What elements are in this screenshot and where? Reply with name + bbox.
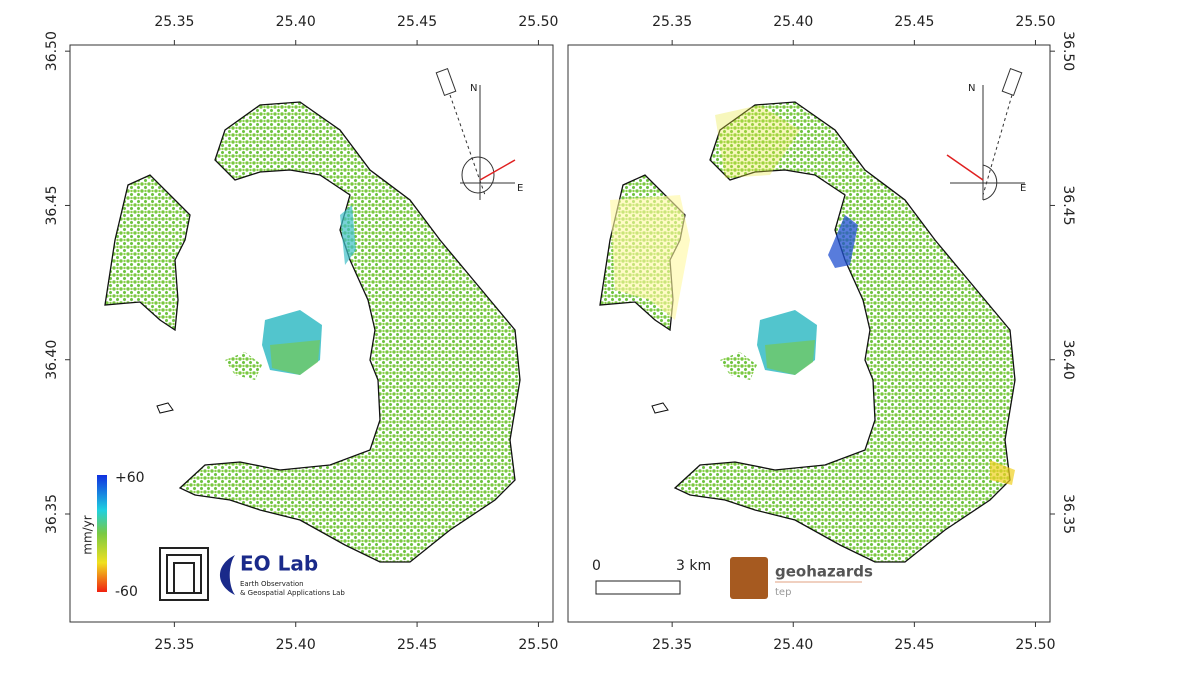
colorbar	[97, 475, 107, 592]
deformation-patch	[340, 205, 356, 265]
geohazards-subtitle: tep	[775, 587, 791, 598]
scale-bar	[595, 580, 681, 595]
x-tick-label: 25.50	[518, 637, 558, 653]
left-panel: N E +60 -60 mm/yr EO Lab Earth Observati…	[69, 44, 554, 623]
eolab-subtitle: Earth Observation	[240, 580, 304, 588]
compass-east: E	[517, 183, 523, 194]
scale-end: 3 km	[676, 558, 711, 574]
x-tick-label: 25.35	[154, 637, 194, 653]
deformation-patch	[990, 460, 1015, 485]
x-tick-label: 25.35	[652, 637, 692, 653]
x-tick-label: 25.45	[894, 14, 934, 30]
y-tick-label: 36.45	[1060, 185, 1076, 225]
right-panel: N E 0 3 km geohazards tep	[567, 44, 1051, 623]
scale-start: 0	[592, 558, 601, 574]
x-tick-label: 25.50	[1015, 637, 1055, 653]
colorbar-unit: mm/yr	[81, 515, 95, 555]
y-tick-label: 36.50	[1060, 31, 1076, 71]
eolab-subtitle: & Geospatial Applications Lab	[240, 589, 345, 597]
deformation-patch	[610, 195, 690, 320]
geohazards-title: geohazards	[775, 563, 873, 581]
deformation-patch	[715, 105, 800, 178]
x-tick-label: 25.40	[276, 637, 316, 653]
deformation-patch	[828, 215, 858, 268]
compass-north: N	[470, 83, 477, 94]
eolab-title: EO Lab	[240, 552, 318, 576]
colorbar-min: -60	[115, 584, 138, 600]
compass-east: E	[1020, 183, 1026, 194]
compass: N E	[435, 68, 523, 200]
x-tick-label: 25.40	[773, 14, 813, 30]
y-tick-label: 36.40	[44, 340, 60, 380]
x-tick-label: 25.35	[652, 14, 692, 30]
y-tick-label: 36.35	[44, 494, 60, 534]
compass: N E	[946, 68, 1026, 201]
y-tick-label: 36.35	[1060, 494, 1076, 534]
y-tick-label: 36.40	[1060, 340, 1076, 380]
x-tick-label: 25.50	[518, 14, 558, 30]
logo-square	[159, 547, 209, 601]
y-tick-label: 36.45	[44, 185, 60, 225]
x-tick-label: 25.45	[894, 637, 934, 653]
x-tick-label: 25.50	[1015, 14, 1055, 30]
x-tick-label: 25.45	[397, 637, 437, 653]
x-tick-label: 25.35	[154, 14, 194, 30]
y-tick-label: 36.50	[44, 31, 60, 71]
eolab-icon	[220, 555, 235, 595]
colorbar-max: +60	[115, 470, 145, 486]
geohazards-icon	[730, 557, 768, 599]
compass-north: N	[968, 83, 975, 94]
x-tick-label: 25.40	[773, 637, 813, 653]
x-tick-label: 25.40	[276, 14, 316, 30]
x-tick-label: 25.45	[397, 14, 437, 30]
